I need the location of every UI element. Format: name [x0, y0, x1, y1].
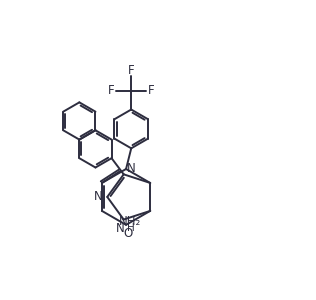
Text: O: O [123, 227, 133, 240]
Text: F: F [128, 64, 135, 77]
Text: N: N [127, 162, 136, 175]
Text: NH₂: NH₂ [119, 215, 142, 228]
Text: F: F [148, 84, 155, 98]
Text: H: H [127, 223, 135, 233]
Text: N: N [116, 221, 125, 235]
Text: F: F [108, 84, 114, 98]
Text: N: N [94, 190, 103, 203]
